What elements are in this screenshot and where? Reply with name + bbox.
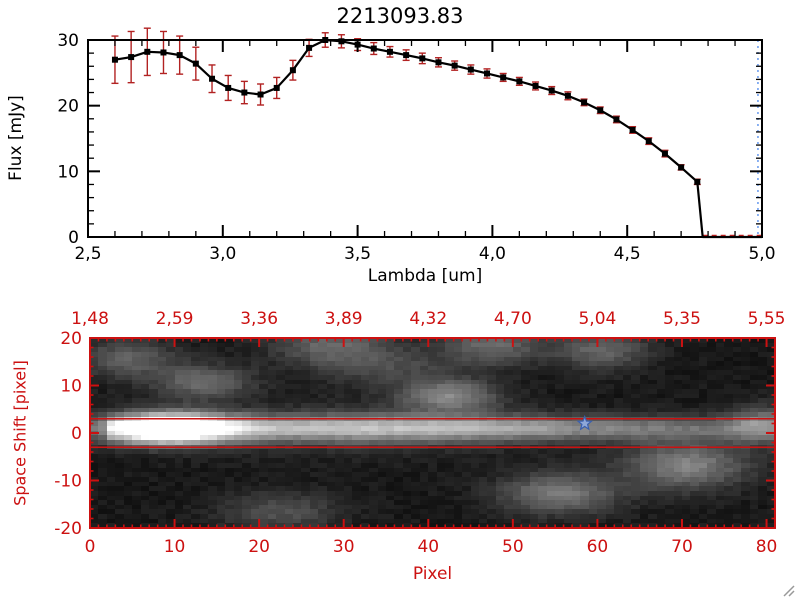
svg-text:70: 70: [671, 537, 693, 557]
spectral-image: [90, 338, 775, 528]
space-shift-axis-label: Space Shift [pixel]: [10, 360, 30, 506]
image-ticks: [89, 337, 776, 529]
svg-text:4,0: 4,0: [479, 244, 506, 264]
wavelength-top-label: 5,04: [578, 309, 616, 329]
spectrum-ticks: [87, 39, 763, 238]
svg-text:10: 10: [164, 537, 186, 557]
svg-text:30: 30: [333, 537, 355, 557]
svg-text:50: 50: [502, 537, 524, 557]
wavelength-top-label: 4,32: [409, 309, 447, 329]
svg-text:30: 30: [57, 31, 79, 51]
svg-text:2,5: 2,5: [74, 244, 101, 264]
svg-text:4,5: 4,5: [614, 244, 641, 264]
image-frame: [89, 337, 776, 529]
svg-text:-20: -20: [54, 519, 82, 539]
image-tick-labels: 0 10 20 30 40 50 60 70 80 20 10 0 -10 -20 1,48 2,59 3,36…: [54, 309, 785, 557]
wavelength-top-label: 2,59: [156, 309, 194, 329]
wavelength-top-label: 1,48: [71, 309, 109, 329]
svg-text:20: 20: [248, 537, 270, 557]
plot-title: 2213093.83: [336, 4, 464, 28]
spectrum-plot: 2,5 3,0 3,5 4,0 4,5 5,0 0 10 20 30: [57, 27, 776, 264]
svg-text:0: 0: [68, 228, 79, 248]
wavelength-top-label: 3,89: [325, 309, 363, 329]
svg-text:20: 20: [57, 97, 79, 117]
pixel-axis-label: Pixel: [412, 564, 453, 584]
svg-text:-10: -10: [54, 472, 82, 492]
svg-text:20: 20: [60, 329, 82, 349]
svg-text:80: 80: [756, 537, 778, 557]
svg-text:3,5: 3,5: [344, 244, 371, 264]
svg-text:60: 60: [587, 537, 609, 557]
svg-text:5,0: 5,0: [748, 244, 775, 264]
error-bars: [111, 27, 701, 186]
wavelength-top-label: 5,55: [748, 309, 786, 329]
svg-text:3,0: 3,0: [209, 244, 236, 264]
star-marker: [576, 414, 594, 431]
resize-handle-icon[interactable]: [780, 582, 796, 598]
spectrum-frame: [87, 39, 763, 238]
spectral-image-axes: 0 10 20 30 40 50 60 70 80 20 10 0 -10 -20 1,48 2,59 3,36…: [54, 309, 785, 557]
wavelength-top-label: 3,36: [240, 309, 278, 329]
svg-text:10: 10: [57, 162, 79, 182]
wavelength-top-label: 4,70: [494, 309, 532, 329]
svg-text:40: 40: [417, 537, 439, 557]
wavelength-top-label: 5,35: [663, 309, 701, 329]
svg-text:0: 0: [71, 424, 82, 444]
svg-text:0: 0: [85, 537, 96, 557]
spectrum-tick-labels: 2,5 3,0 3,5 4,0 4,5 5,0 0 10 20 30: [57, 31, 775, 264]
lambda-axis-label: Lambda [um]: [367, 266, 483, 286]
svg-text:10: 10: [60, 377, 82, 397]
